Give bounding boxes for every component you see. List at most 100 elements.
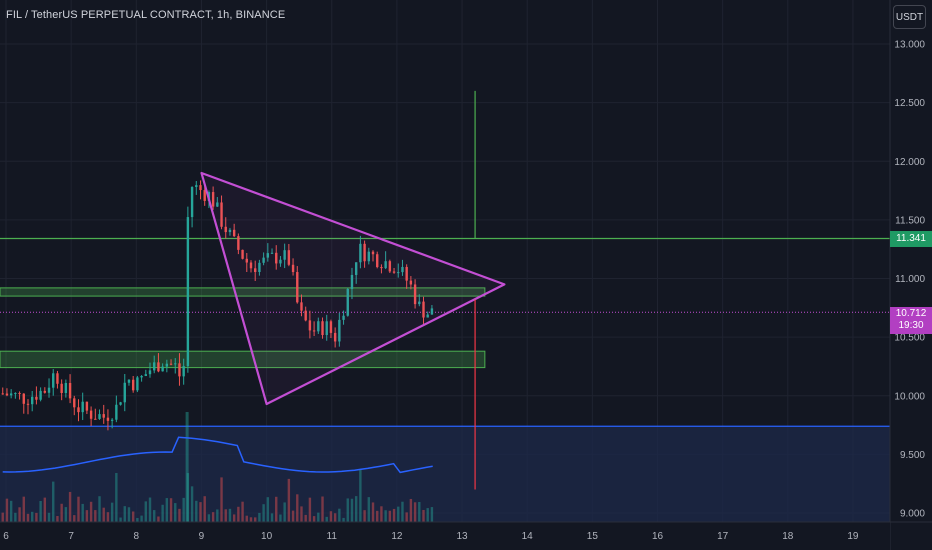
volume-bar: [253, 517, 257, 522]
candle-body: [296, 272, 299, 303]
price-tick-label: 10.500: [894, 333, 925, 344]
volume-bar: [350, 498, 354, 522]
volume-bar: [18, 507, 21, 522]
time-tick-label: 18: [782, 531, 794, 542]
candle-body: [161, 366, 164, 372]
symbol-title: FIL / TetherUS PERPETUAL CONTRACT, 1h, B…: [6, 9, 286, 21]
volume-bar: [325, 516, 328, 522]
volume-bar: [22, 496, 25, 522]
volume-bar: [98, 496, 101, 522]
currency-button[interactable]: USDT: [893, 5, 926, 29]
volume-bar: [102, 507, 105, 522]
candle-body: [380, 267, 383, 269]
candle-body: [169, 363, 173, 365]
volume-bar: [119, 517, 122, 522]
volume-bar: [106, 512, 110, 522]
volume-bar: [77, 496, 80, 522]
volume-bar: [203, 496, 206, 522]
candle-body: [317, 321, 320, 332]
volume-bar: [354, 496, 358, 522]
candle-body: [195, 185, 198, 188]
candle-body: [266, 253, 270, 258]
candle-body: [397, 272, 400, 274]
candle-body: [283, 250, 286, 260]
price-tick-label: 11.500: [895, 215, 925, 226]
candle-body: [376, 254, 379, 268]
volume-bar: [195, 500, 198, 522]
volume-bar: [136, 517, 139, 522]
volume-bar: [346, 498, 349, 522]
candle-body: [359, 243, 362, 263]
candle-body: [350, 274, 354, 289]
candle-body: [165, 363, 169, 367]
volume-bar: [5, 498, 9, 522]
triangle-pattern: [200, 171, 506, 406]
time-tick-label: 11: [327, 531, 338, 542]
volume-bar: [304, 514, 307, 522]
time-tick-label: 7: [68, 531, 74, 542]
volume-bar: [43, 497, 47, 522]
price-tick-label: 9.500: [900, 450, 925, 461]
candle-body: [237, 236, 240, 250]
volume-bar: [380, 506, 383, 522]
volume-bar: [228, 508, 232, 522]
volume-bar: [241, 501, 244, 522]
candle-body: [190, 187, 194, 218]
volume-bar: [291, 510, 295, 522]
volume-bar: [115, 473, 118, 522]
volume-bar: [287, 478, 291, 522]
candle-body: [153, 362, 156, 371]
candle-body: [275, 252, 278, 264]
candle-body: [85, 401, 89, 411]
volume-bar: [94, 510, 97, 522]
time-tick-label: 8: [134, 531, 140, 542]
candle-body: [325, 321, 328, 336]
candle-body: [178, 363, 181, 377]
candle-body: [140, 375, 143, 378]
candle-body: [144, 374, 148, 376]
volume-bar: [186, 473, 190, 522]
volume-bar: [144, 501, 148, 522]
candle-body: [35, 396, 38, 400]
volume-bar: [384, 510, 387, 522]
candle-body: [77, 407, 80, 413]
volume-bar: [371, 502, 375, 522]
volume-bar: [140, 515, 143, 522]
candle-body: [123, 382, 126, 403]
time-tick-label: 19: [847, 531, 859, 542]
price-axis-bg: [890, 0, 932, 550]
candle-body: [47, 387, 51, 393]
candle-body: [174, 363, 177, 365]
candle-body: [39, 390, 42, 400]
time-tick-label: 6: [3, 531, 9, 542]
candle-body: [338, 319, 341, 342]
volume-bar: [430, 507, 434, 522]
volume-bar: [388, 510, 392, 522]
candle-body: [157, 362, 160, 372]
volume-bar: [392, 508, 396, 522]
candle-body: [312, 330, 316, 332]
candle-body: [401, 266, 404, 273]
volume-bar: [131, 511, 135, 522]
volume-bar: [89, 501, 93, 522]
volume-bar: [73, 515, 76, 522]
candle-body: [43, 390, 47, 393]
volume-bar: [296, 494, 299, 522]
volume-bar: [199, 502, 202, 522]
volume-bar: [157, 516, 160, 522]
volume-bar: [169, 498, 173, 522]
candle-body: [388, 261, 392, 272]
volume-bar: [245, 515, 248, 522]
candle-body: [228, 229, 232, 233]
volume-bar: [211, 512, 215, 522]
volume-bar: [220, 477, 223, 522]
price-axis: 13.000 12.500 12.000 11.500 11.000 10.500 10.0…: [889, 0, 932, 550]
volume-bar: [56, 516, 59, 522]
candle-body: [94, 418, 97, 420]
candle-body: [110, 419, 114, 421]
candle-body: [418, 301, 421, 305]
volume-bar: [401, 501, 404, 522]
volume-bar: [127, 507, 131, 522]
candle-body: [308, 320, 312, 331]
